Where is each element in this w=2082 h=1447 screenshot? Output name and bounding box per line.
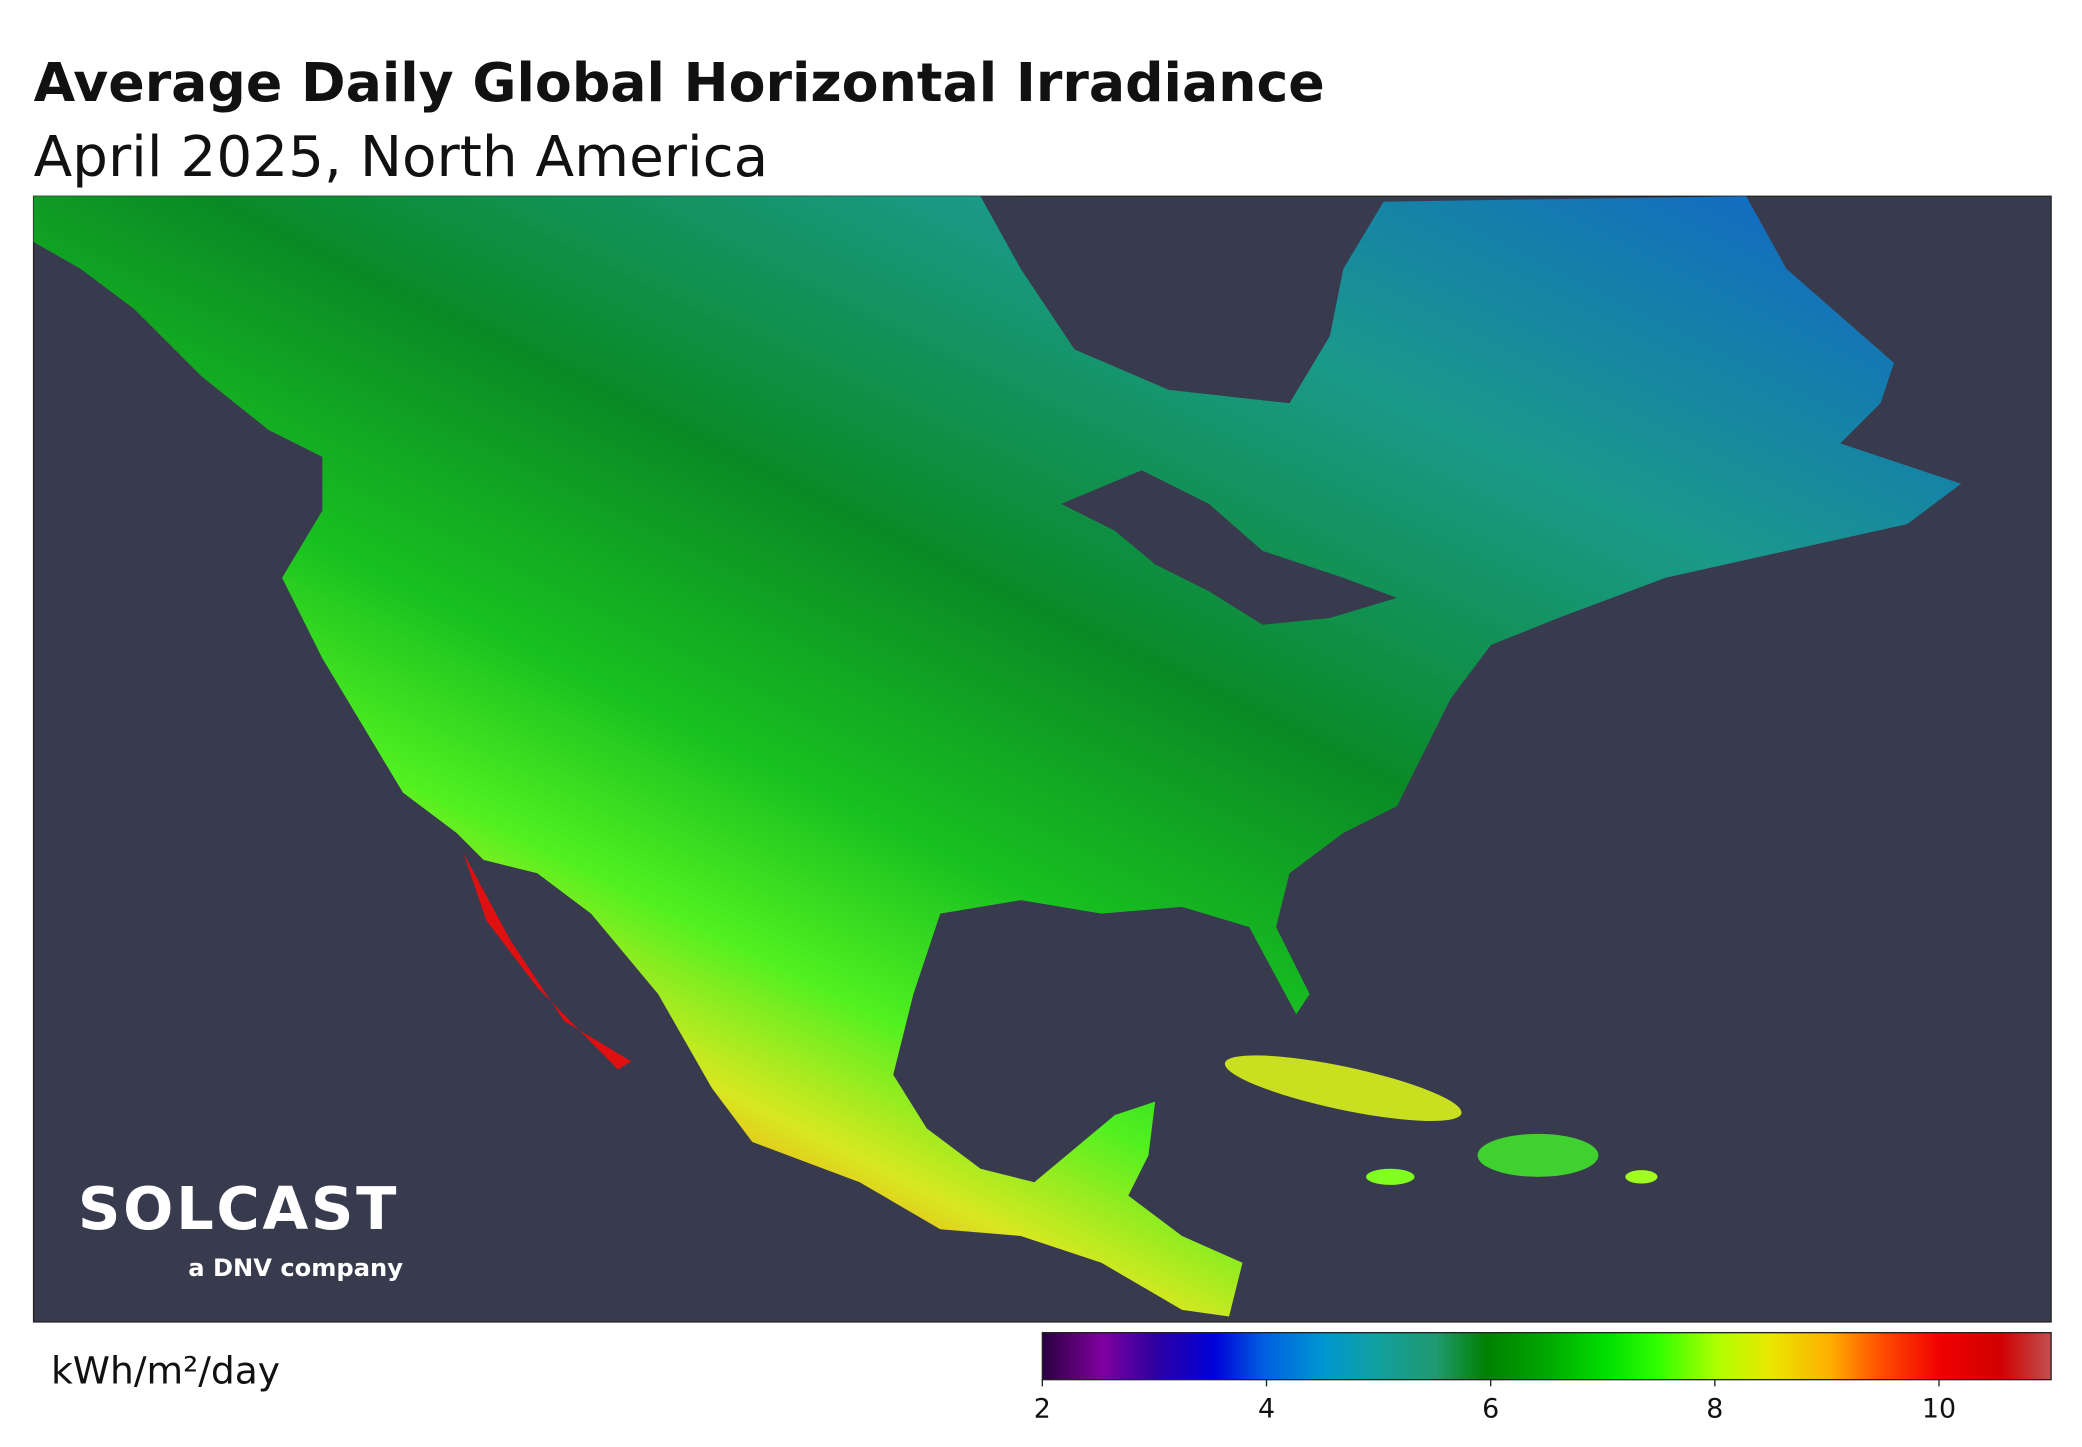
colorbar-label: kWh/m²/day <box>51 1349 280 1393</box>
colorbar-tick-label: 4 <box>1258 1393 1275 1424</box>
title: Average Daily Global Horizontal Irradian… <box>34 51 1325 114</box>
subtitle: April 2025, North America <box>34 125 769 190</box>
logo-name: SOLCAST <box>78 1174 399 1243</box>
puerto-rico <box>1625 1170 1658 1184</box>
map <box>32 195 2052 1323</box>
logo: SOLCAST a DNV company <box>78 1174 403 1282</box>
colorbar-ticks: 2 4 6 8 10 <box>1034 1379 1956 1424</box>
landmass <box>33 196 1962 1317</box>
colorbar <box>1041 1331 2052 1381</box>
cuba <box>1224 1055 1462 1121</box>
colorbar-tick-label: 10 <box>1922 1393 1956 1424</box>
hudson-bay <box>980 196 1384 404</box>
great-lakes <box>1061 470 1397 625</box>
colorbar-tick-label: 8 <box>1706 1393 1723 1424</box>
logo-tagline: a DNV company <box>188 1254 403 1282</box>
colorbar-tick-label: 6 <box>1482 1393 1499 1424</box>
jamaica <box>1366 1168 1415 1185</box>
hispaniola <box>1477 1133 1599 1177</box>
colorbar-tick-label: 2 <box>1034 1393 1051 1424</box>
